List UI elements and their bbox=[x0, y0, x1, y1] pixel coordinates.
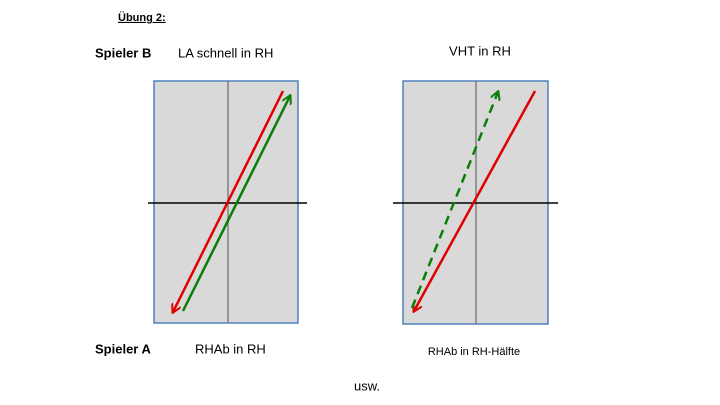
right-bottom-label: RHAb in RH-Hälfte bbox=[428, 346, 520, 358]
right-top-label: VHT in RH bbox=[449, 43, 511, 58]
title: Übung 2: bbox=[118, 11, 166, 24]
player-b: Spieler B bbox=[95, 45, 151, 60]
red-arrow bbox=[173, 90, 285, 312]
left-bottom-label: RHAb in RH bbox=[195, 341, 266, 356]
left-court bbox=[148, 80, 307, 324]
player-a: Spieler A bbox=[95, 341, 151, 356]
green-arrow bbox=[181, 96, 290, 312]
green-dashed-arrow bbox=[410, 92, 498, 309]
red-arrow bbox=[414, 90, 537, 311]
footer: usw. bbox=[354, 378, 380, 393]
court bbox=[153, 80, 299, 324]
right-court bbox=[393, 80, 558, 325]
left-top-label: LA schnell in RH bbox=[178, 45, 273, 60]
